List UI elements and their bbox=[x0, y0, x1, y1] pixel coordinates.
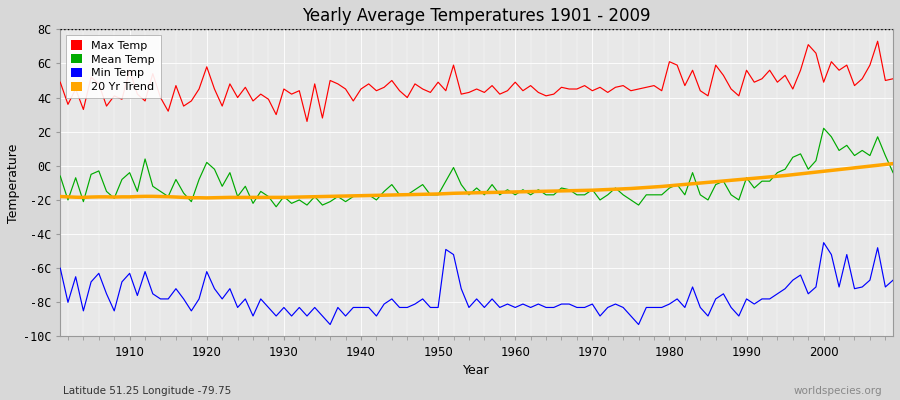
Legend: Max Temp, Mean Temp, Min Temp, 20 Yr Trend: Max Temp, Mean Temp, Min Temp, 20 Yr Tre… bbox=[66, 35, 160, 98]
X-axis label: Year: Year bbox=[464, 364, 490, 377]
Title: Yearly Average Temperatures 1901 - 2009: Yearly Average Temperatures 1901 - 2009 bbox=[302, 7, 651, 25]
Text: worldspecies.org: worldspecies.org bbox=[794, 386, 882, 396]
Text: Latitude 51.25 Longitude -79.75: Latitude 51.25 Longitude -79.75 bbox=[63, 386, 231, 396]
Y-axis label: Temperature: Temperature bbox=[7, 143, 20, 222]
